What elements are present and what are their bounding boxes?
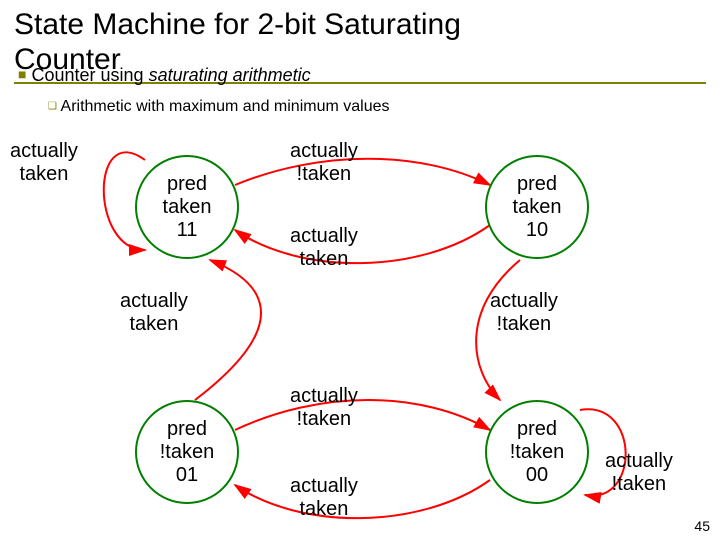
- lb-e1110-2: !taken: [297, 163, 351, 185]
- label-01-to-11: actually taken: [120, 290, 188, 336]
- state-pred-taken-11: pred taken 11: [135, 155, 239, 259]
- s10-l1: pred: [517, 173, 557, 195]
- lb-e0001-2: taken: [299, 498, 348, 520]
- lb-e1000-1: actually: [490, 290, 558, 312]
- lb-self11-1: actually: [10, 140, 78, 162]
- label-10-to-11: actually taken: [290, 225, 358, 271]
- s11-l1: pred: [167, 173, 207, 195]
- lb-e0100-1: actually: [290, 385, 358, 407]
- s00-l2: !taken: [510, 441, 564, 463]
- lb-e0111-2: taken: [129, 313, 178, 335]
- lb-e1110-1: actually: [290, 140, 358, 162]
- s10-l3: 10: [526, 219, 548, 241]
- state-pred-not-taken-01: pred !taken 01: [135, 400, 239, 504]
- label-self-11: actually taken: [10, 140, 78, 186]
- s01-l2: !taken: [160, 441, 214, 463]
- label-11-to-10: actually !taken: [290, 140, 358, 186]
- state-pred-not-taken-00: pred !taken 00: [485, 400, 589, 504]
- lb-e1011-2: taken: [299, 248, 348, 270]
- s10-l2: taken: [513, 196, 562, 218]
- state-pred-taken-10: pred taken 10: [485, 155, 589, 259]
- lb-self00-1: actually: [605, 450, 673, 472]
- s00-l1: pred: [517, 418, 557, 440]
- lb-e1011-1: actually: [290, 225, 358, 247]
- s01-l3: 01: [176, 464, 198, 486]
- label-self-00: actually !taken: [605, 450, 673, 496]
- lb-e0001-1: actually: [290, 475, 358, 497]
- lb-e0111-1: actually: [120, 290, 188, 312]
- label-10-to-00: actually !taken: [490, 290, 558, 336]
- label-01-to-00: actually !taken: [290, 385, 358, 431]
- lb-e0100-2: !taken: [297, 408, 351, 430]
- lb-e1000-2: !taken: [497, 313, 551, 335]
- lb-self11-2: taken: [19, 163, 68, 185]
- s11-l3: 11: [177, 219, 198, 241]
- s00-l3: 00: [526, 464, 548, 486]
- lb-self00-2: !taken: [612, 473, 666, 495]
- s01-l1: pred: [167, 418, 207, 440]
- label-00-to-01: actually taken: [290, 475, 358, 521]
- s11-l2: taken: [163, 196, 212, 218]
